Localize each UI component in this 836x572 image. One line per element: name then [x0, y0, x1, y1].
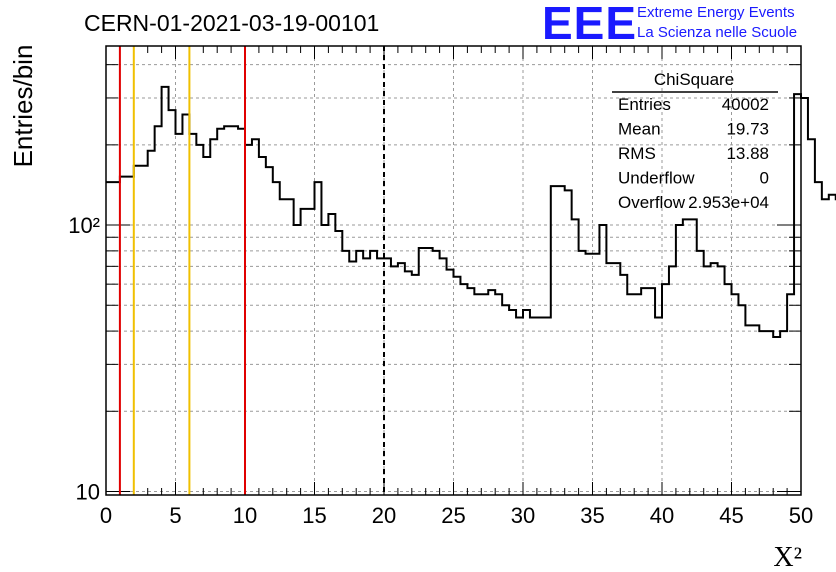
x-tick-label: 20: [372, 503, 396, 528]
x-tick-label: 30: [511, 503, 535, 528]
stats-label: RMS: [618, 144, 656, 163]
x-tick-label: 15: [302, 503, 326, 528]
stats-value: 0: [760, 169, 769, 188]
stats-value: 13.88: [726, 144, 769, 163]
stats-label: Underflow: [618, 169, 695, 188]
x-axis-label: X²: [773, 542, 802, 572]
stats-label: Overflow: [618, 193, 686, 212]
stats-title: ChiSquare: [654, 70, 734, 89]
plot-frame: [105, 45, 802, 496]
marker-lines: [118, 46, 385, 495]
x-tick-label: 25: [441, 503, 465, 528]
logo-subtitle-2: La Scienza nelle Scuole: [637, 24, 798, 41]
stats-box: ChiSquare Entries 40002 Mean 19.73 RMS 13.88 U…: [612, 70, 778, 212]
stats-label: Mean: [618, 120, 661, 139]
chart-title: CERN-01-2021-03-19-00101: [84, 10, 380, 36]
y-tick-label: 10: [76, 479, 100, 504]
histogram-line: [106, 85, 836, 339]
stats-value: 19.73: [726, 120, 769, 139]
logo-subtitle-1: Extreme Energy Events: [637, 4, 795, 21]
x-tick-label: 50: [789, 503, 813, 528]
y-tick-label: 10²: [68, 213, 100, 238]
x-tick-label: 35: [580, 503, 604, 528]
x-tick-label: 45: [719, 503, 743, 528]
stats-label: Entries: [618, 95, 671, 114]
stats-value: 40002: [722, 95, 769, 114]
x-tick-label: 10: [233, 503, 257, 528]
tick-labels: 0 5 10 15 20 25 30 35 40 45 50 10 10²: [68, 213, 813, 528]
x-tick-label: 40: [650, 503, 674, 528]
eee-logo: EEE: [542, 0, 638, 49]
stats-value: 2.953e+04: [688, 193, 769, 212]
x-tick-label: 5: [169, 503, 181, 528]
y-axis-label: Entries/bin: [8, 45, 38, 168]
x-tick-label: 0: [100, 503, 112, 528]
